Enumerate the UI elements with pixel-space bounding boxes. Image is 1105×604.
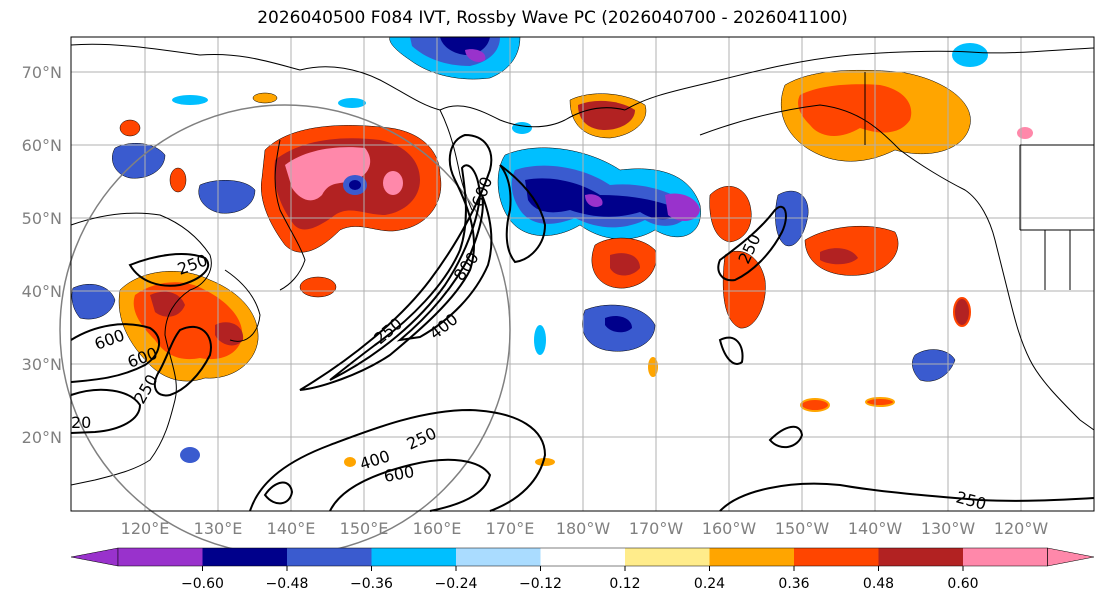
lon-label: 130°E [194,519,243,538]
colorbar-tick-marks [202,566,964,571]
colorbar-swatch [878,548,963,566]
colorbar-extend-low [70,547,119,567]
colorbar-swatch [202,548,287,566]
lon-label: 180°W [556,519,611,538]
plot-title: 2026040500 F084 IVT, Rossby Wave PC (202… [257,8,848,28]
lon-label: 160°E [413,519,462,538]
colorbar-swatch [287,548,372,566]
latitude-labels: 70°N 60°N 50°N 40°N 30°N 20°N [22,63,62,447]
lon-label: 120°W [994,519,1049,538]
colorbar-swatch [709,548,794,566]
lon-label: 150°E [340,519,389,538]
map-frame [70,36,1095,512]
lat-label: 50°N [22,209,62,228]
colorbar-tick-label: 0.36 [778,576,809,592]
lon-label: 170°W [629,519,684,538]
colorbar-tick-label: −0.36 [350,576,393,592]
colorbar-tick-label: −0.48 [266,576,309,592]
colorbar-tick-label: 0.12 [609,576,640,592]
longitude-labels: 120°E 130°E 140°E 150°E 160°E 170°E 180°… [121,519,1049,538]
lon-label: 120°E [121,519,170,538]
colorbar-swatch [540,548,625,566]
lat-label: 60°N [22,136,62,155]
colorbar-tick-label: −0.24 [435,576,478,592]
colorbar: −0.60 −0.48 −0.36 −0.24 −0.12 0.12 0.24 … [70,547,1095,592]
lon-label: 150°W [775,519,830,538]
colorbar-swatch [625,548,710,566]
lon-label: 170°E [486,519,535,538]
lat-label: 70°N [22,63,62,82]
colorbar-tick-label: −0.12 [519,576,562,592]
lon-label: 140°E [267,519,316,538]
lat-label: 30°N [22,355,62,374]
map-panel: 600 600 250 250 800 400 250 250 600 250 … [59,36,1095,556]
grid-lines [71,37,1094,511]
anomaly-fill-layer [71,36,1033,467]
colorbar-tick-label: −0.60 [181,576,224,592]
colorbar-swatch [963,548,1048,566]
ivt-contours [70,133,1095,512]
colorbar-frame [117,547,1048,567]
coastlines [70,43,1095,486]
colorbar-tick-label: 0.60 [947,576,978,592]
colorbar-extend-high [1047,547,1095,567]
contour-label: 20 [71,413,91,432]
colorbar-tick-label: 0.24 [694,576,725,592]
lon-label: 160°W [702,519,757,538]
colorbar-swatch [456,548,541,566]
colorbar-tick-label: 0.48 [863,576,894,592]
lon-label: 140°W [848,519,903,538]
lat-label: 40°N [22,282,62,301]
lat-label: 20°N [22,428,62,447]
colorbar-swatch [794,548,879,566]
lon-label: 130°W [921,519,976,538]
colorbar-swatch [371,548,456,566]
colorbar-swatch [118,548,203,566]
